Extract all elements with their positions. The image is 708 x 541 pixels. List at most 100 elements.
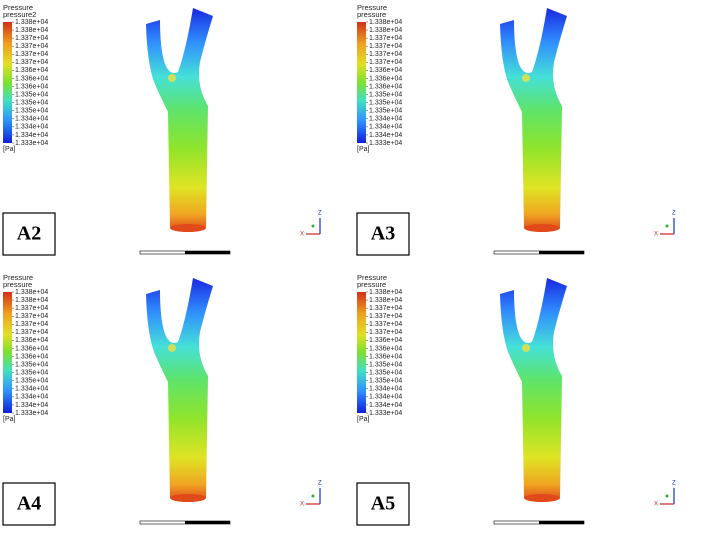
axis-x-label: X	[300, 232, 304, 238]
legend-title: Pressure	[3, 273, 33, 282]
vessel	[500, 8, 567, 232]
legend-level: 1.334e+04	[15, 124, 48, 131]
legend-level: 1.334e+04	[369, 116, 402, 123]
legend-level: 1.334e+04	[369, 132, 402, 139]
legend-level: 1.335e+04	[15, 91, 48, 98]
legend-level: 1.336e+04	[369, 83, 402, 90]
legend-level: 1.337e+04	[369, 35, 402, 42]
legend-level: 1.336e+04	[369, 353, 402, 360]
legend-level: 1.335e+04	[369, 108, 402, 115]
legend-level: 1.337e+04	[369, 321, 402, 328]
legend-level: 1.337e+04	[15, 305, 48, 312]
color-bar	[3, 292, 12, 413]
axis-z-label: Z	[318, 211, 322, 217]
panel: Pressurepressure1.338e+041.338e+041.337e…	[356, 3, 676, 256]
vessel-junction	[168, 74, 176, 82]
legend-level: 1.337e+04	[369, 59, 402, 66]
legend-level: 1.333e+04	[369, 140, 402, 147]
panel-label-box	[2, 212, 56, 256]
legend-subtitle: pressure	[357, 280, 386, 289]
vessel-outlet	[170, 494, 206, 502]
legend-level: 1.337e+04	[15, 321, 48, 328]
panel: Pressurepressure1.338e+041.338e+041.337e…	[356, 273, 676, 526]
panel-label-box	[356, 212, 410, 256]
legend-level: 1.333e+04	[369, 410, 402, 417]
axis-z-label: Z	[672, 481, 676, 487]
vessel	[146, 278, 213, 502]
scale-bar-fill	[539, 251, 584, 254]
legend-title: Pressure	[3, 3, 33, 12]
legend-level: 1.337e+04	[369, 43, 402, 50]
legend-level: 1.338e+04	[369, 27, 402, 34]
vessel-outlet	[524, 494, 560, 502]
legend-level: 1.335e+04	[369, 378, 402, 385]
panel-label: A3	[371, 223, 395, 245]
legend-level: 1.334e+04	[369, 402, 402, 409]
legend-level: 1.337e+04	[15, 313, 48, 320]
legend-level: 1.338e+04	[15, 289, 48, 296]
vessel-junction	[522, 74, 530, 82]
panel-label: A2	[17, 223, 41, 245]
legend-level: 1.338e+04	[15, 297, 48, 304]
legend-level: 1.334e+04	[369, 386, 402, 393]
panel-label-box	[356, 482, 410, 526]
legend-level: 1.337e+04	[369, 313, 402, 320]
color-bar	[357, 292, 366, 413]
legend-unit: [Pa]	[357, 146, 370, 153]
legend-level: 1.338e+04	[369, 297, 402, 304]
legend-level: 1.336e+04	[15, 353, 48, 360]
legend-level: 1.334e+04	[15, 116, 48, 123]
vessel-junction	[522, 344, 530, 352]
legend-level: 1.335e+04	[369, 100, 402, 107]
vessel	[146, 8, 213, 232]
legend-level: 1.337e+04	[369, 51, 402, 58]
legend-level: 1.333e+04	[15, 140, 48, 147]
legend-level: 1.336e+04	[15, 67, 48, 74]
color-bar	[357, 22, 366, 143]
legend-level: 1.337e+04	[369, 329, 402, 336]
legend-level: 1.335e+04	[369, 370, 402, 377]
legend-level: 1.335e+04	[369, 361, 402, 368]
vessel-junction	[168, 344, 176, 352]
legend-level: 1.337e+04	[369, 305, 402, 312]
legend-level: 1.336e+04	[369, 75, 402, 82]
legend-level: 1.333e+04	[15, 410, 48, 417]
axis-x-label: X	[654, 232, 658, 238]
legend-level: 1.335e+04	[15, 100, 48, 107]
legend-level: 1.334e+04	[15, 402, 48, 409]
legend-level: 1.334e+04	[369, 394, 402, 401]
legend-level: 1.336e+04	[15, 345, 48, 352]
axis-y	[665, 224, 669, 228]
legend-level: 1.336e+04	[15, 75, 48, 82]
legend-level: 1.338e+04	[369, 289, 402, 296]
legend-level: 1.338e+04	[15, 19, 48, 26]
vessel	[500, 278, 567, 502]
legend-level: 1.334e+04	[369, 124, 402, 131]
legend-title: Pressure	[357, 273, 387, 282]
panel-label: A4	[17, 493, 41, 515]
legend-level: 1.334e+04	[15, 394, 48, 401]
axis-y	[311, 224, 315, 228]
legend-level: 1.336e+04	[15, 337, 48, 344]
axis-z-label: Z	[672, 211, 676, 217]
panel-label: A5	[371, 493, 395, 515]
legend-level: 1.338e+04	[15, 27, 48, 34]
axis-y	[665, 494, 669, 498]
legend-level: 1.336e+04	[369, 337, 402, 344]
legend-level: 1.335e+04	[15, 108, 48, 115]
vessel-outlet	[170, 224, 206, 232]
legend-level: 1.337e+04	[15, 329, 48, 336]
legend-level: 1.335e+04	[15, 378, 48, 385]
scale-bar-fill	[185, 521, 230, 524]
legend-subtitle: pressure2	[3, 10, 36, 19]
axis-x-label: X	[654, 502, 658, 508]
legend-title: Pressure	[357, 3, 387, 12]
legend-unit: [Pa]	[3, 416, 16, 423]
legend-level: 1.338e+04	[369, 19, 402, 26]
axis-x-label: X	[300, 502, 304, 508]
panel: Pressurepressure21.338e+041.338e+041.337…	[2, 3, 322, 256]
legend-level: 1.335e+04	[369, 91, 402, 98]
legend-unit: [Pa]	[357, 416, 370, 423]
scale-bar-fill	[185, 251, 230, 254]
